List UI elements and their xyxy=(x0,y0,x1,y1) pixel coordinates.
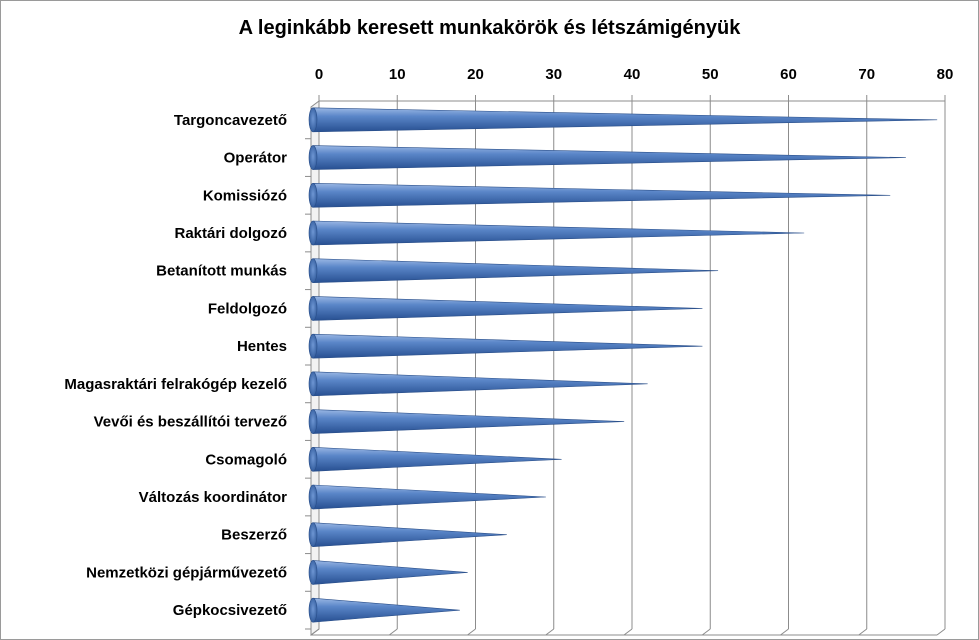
gridline-depth xyxy=(623,628,633,636)
cone-bar xyxy=(308,182,891,208)
side-wall xyxy=(310,100,320,636)
category-label: Nemzetközi gépjárművezető xyxy=(86,564,287,581)
cone-base xyxy=(308,333,318,359)
cone-bar xyxy=(308,296,703,321)
x-tick-label: 80 xyxy=(937,66,954,83)
x-tick-label: 70 xyxy=(858,66,875,83)
category-label: Vevői és beszállítói tervező xyxy=(94,414,287,431)
gridline-depth xyxy=(858,628,868,636)
cone-body xyxy=(312,560,468,585)
x-tick-label: 0 xyxy=(315,66,323,83)
cone-base xyxy=(308,182,318,208)
x-tick-label: 30 xyxy=(545,66,562,83)
x-tick-label: 40 xyxy=(624,66,641,83)
cone-body xyxy=(312,107,938,133)
cone-body xyxy=(312,446,562,472)
cone-body xyxy=(312,333,703,359)
cone-bar xyxy=(308,560,468,585)
category-label: Raktári dolgozó xyxy=(174,225,287,242)
cone-base xyxy=(308,258,318,284)
cone-base xyxy=(308,371,318,397)
cone-bar xyxy=(308,522,507,548)
x-tick-label: 60 xyxy=(780,66,797,83)
x-tick-label: 20 xyxy=(467,66,484,83)
cone-base xyxy=(308,446,318,472)
cone-bar xyxy=(308,371,648,397)
cone-base xyxy=(308,597,318,623)
cone-body xyxy=(312,371,648,397)
cone-bar xyxy=(308,145,906,170)
cone-body xyxy=(312,258,719,284)
category-label: Magasraktári felrakógép kezelő xyxy=(64,376,287,393)
category-label: Operátor xyxy=(224,150,288,167)
cone-base xyxy=(308,220,318,246)
gridline-depth xyxy=(467,628,476,636)
cone-base xyxy=(308,107,318,133)
category-label: Csomagoló xyxy=(205,451,287,468)
cone-body xyxy=(312,522,507,548)
cone-base xyxy=(308,560,318,585)
category-label: Gépkocsivezető xyxy=(173,602,287,619)
cone-body xyxy=(312,220,805,246)
cone-base xyxy=(308,522,318,548)
gridline-depth xyxy=(780,628,789,636)
cone-bar xyxy=(308,484,546,510)
category-label: Hentes xyxy=(237,338,287,355)
category-label: Változás koordinátor xyxy=(139,489,288,506)
cone-base xyxy=(308,409,318,434)
cone-body xyxy=(312,296,703,321)
chart-title: A leginkább keresett munkakörök és létsz… xyxy=(238,17,741,39)
cone-base xyxy=(308,145,318,170)
cone-body xyxy=(312,597,460,623)
cone-bar xyxy=(308,333,703,359)
cone-body xyxy=(312,145,906,170)
x-tick-label: 50 xyxy=(702,66,719,83)
x-tick-label: 10 xyxy=(389,66,406,83)
cone-bar xyxy=(308,258,719,284)
category-label: Feldolgozó xyxy=(208,300,287,317)
category-label: Komissiózó xyxy=(203,187,287,204)
cone-base xyxy=(308,484,318,510)
cone-bar xyxy=(308,409,625,434)
cone-base xyxy=(308,296,318,321)
gridline-depth xyxy=(701,628,711,636)
cone-body xyxy=(312,484,546,510)
gridline-depth xyxy=(310,628,320,636)
cone-body xyxy=(312,182,891,208)
category-label: Targoncavezető xyxy=(174,112,287,129)
category-label: Betanított munkás xyxy=(156,263,287,280)
cone-bar xyxy=(308,220,805,246)
gridline-depth xyxy=(388,628,398,636)
category-label: Beszerző xyxy=(221,527,287,544)
gridline-depth xyxy=(545,628,555,636)
gridline-depth xyxy=(936,628,946,636)
cone-bar xyxy=(308,597,460,623)
cone-bar xyxy=(308,107,938,133)
cone-body xyxy=(312,409,625,434)
cone-bar xyxy=(308,446,562,472)
